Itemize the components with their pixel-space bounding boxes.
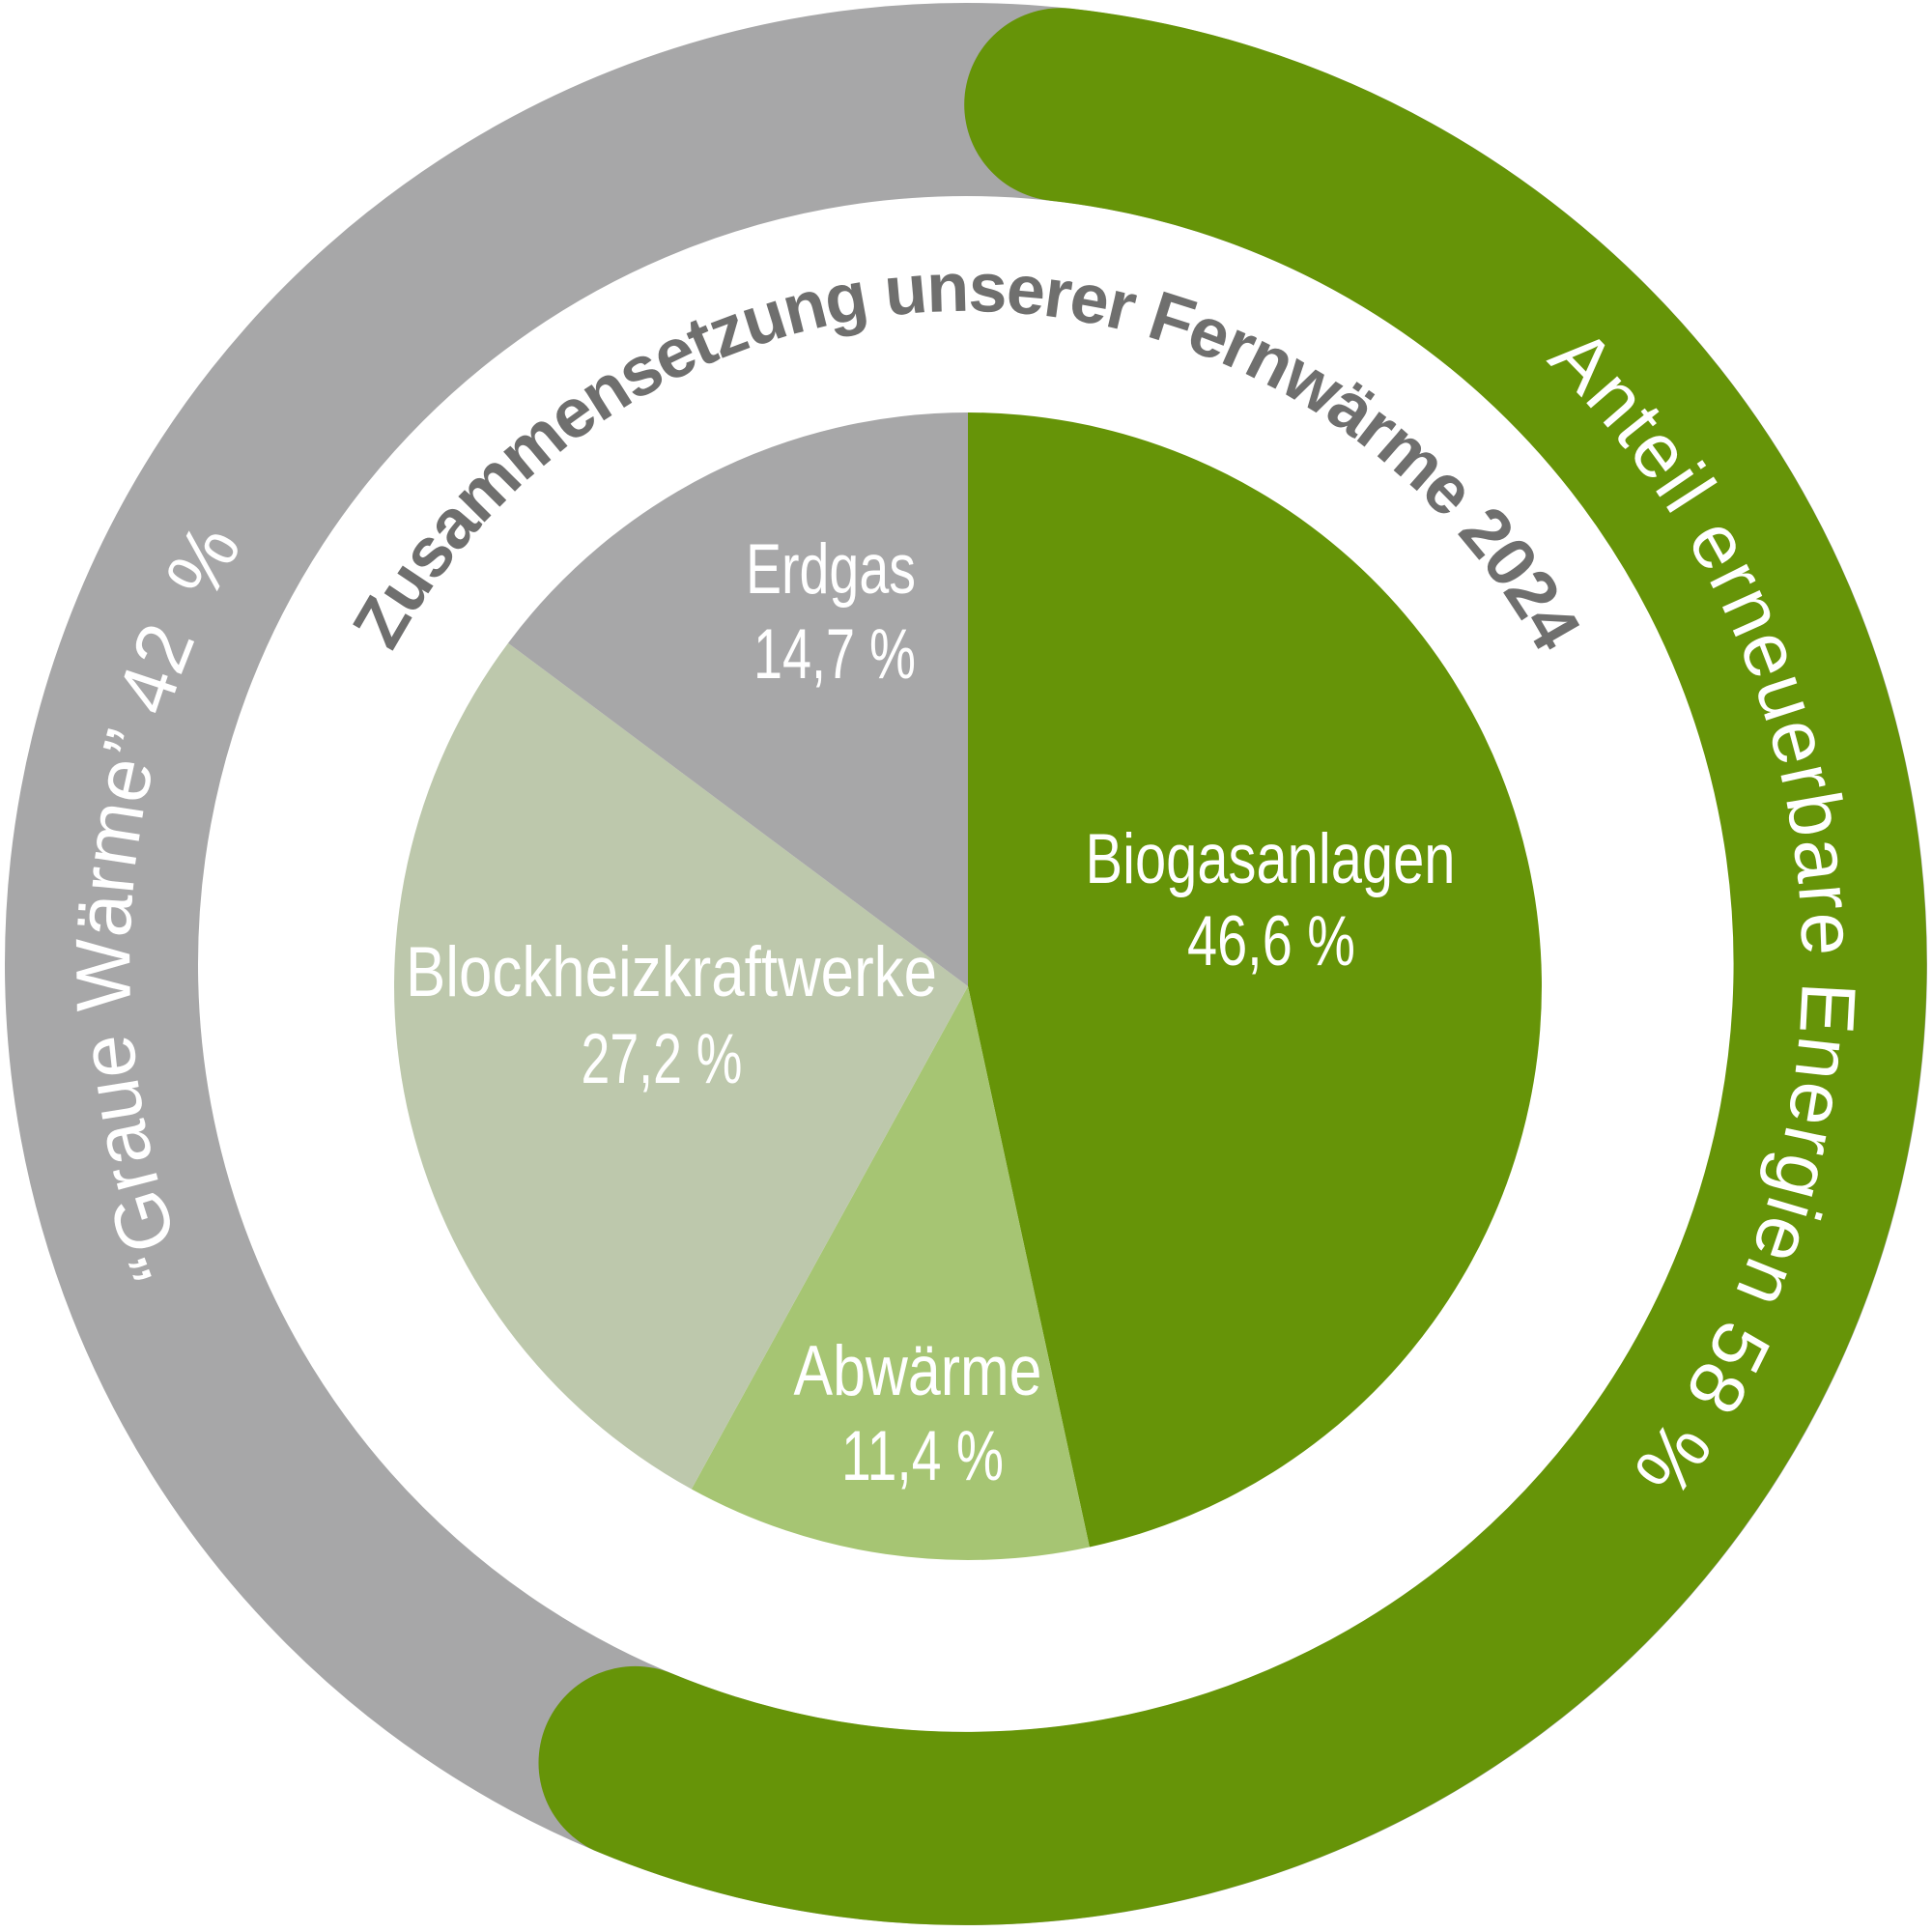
svg-text:27,2 %: 27,2 % <box>582 1020 743 1098</box>
svg-text:14,7 %: 14,7 % <box>753 615 916 694</box>
svg-text:Erdgas: Erdgas <box>746 530 916 609</box>
svg-text:Blockheizkraftwerke: Blockheizkraftwerke <box>406 933 937 1011</box>
svg-text:Biogasanlagen: Biogasanlagen <box>1086 820 1456 898</box>
svg-text:11,4 %: 11,4 % <box>841 1417 1004 1495</box>
svg-text:46,6 %: 46,6 % <box>1187 902 1355 980</box>
svg-text:Abwärme: Abwärme <box>794 1332 1042 1410</box>
